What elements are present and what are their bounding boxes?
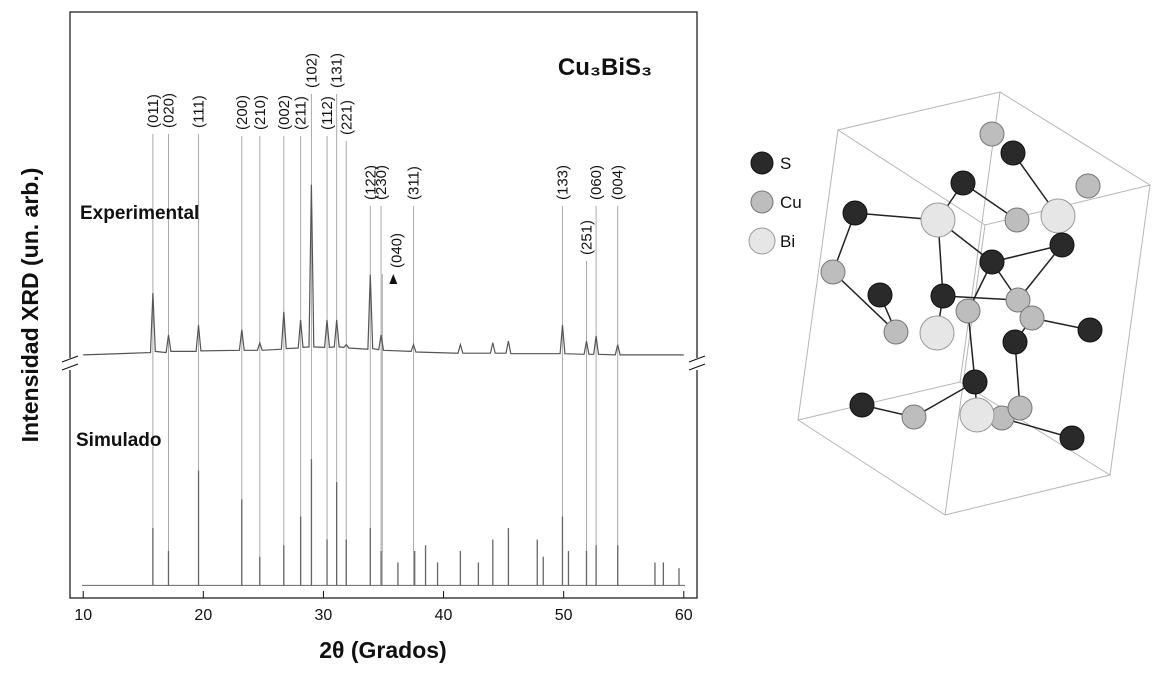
series-label: Simulado <box>76 430 162 451</box>
hkl-label: (004) <box>610 165 627 200</box>
chart-title: Cu₃BiS₃ <box>558 54 652 81</box>
x-tick-label: 40 <box>435 607 453 624</box>
hkl-label: (221) <box>338 100 355 135</box>
hkl-label: (133) <box>554 165 571 200</box>
structure-legend: S Cu Bi <box>749 152 802 254</box>
arrow <box>389 274 397 284</box>
x-tick-label: 60 <box>675 607 693 624</box>
x-tick-label: 10 <box>74 607 92 624</box>
hkl-label: (011) <box>145 94 162 128</box>
x-tick-label: 20 <box>194 607 212 624</box>
hkl-label: (112) <box>319 96 336 130</box>
legend-label: S <box>780 154 791 173</box>
hkl-label: (200) <box>234 95 251 130</box>
hkl-label: (210) <box>252 95 269 130</box>
hkl-label: (251) <box>578 220 595 255</box>
hkl-label: (020) <box>160 93 177 128</box>
x-axis-label: 2θ (Grados) <box>319 637 446 663</box>
legend-label: Cu <box>780 193 802 212</box>
figure: Cu₃BiS₃ 2θ (Grados) Intensidad XRD (un. … <box>0 0 1157 668</box>
hkl-label: (040) <box>388 233 405 268</box>
hkl-label: (211) <box>293 96 310 130</box>
hkl-label: (131) <box>329 53 346 88</box>
hkl-label: (230) <box>373 165 390 200</box>
hkl-label: (311) <box>406 166 423 200</box>
axis-break <box>62 356 705 370</box>
series-label: Experimental <box>80 203 199 224</box>
hkl-label: (060) <box>588 165 605 200</box>
x-tick-label: 50 <box>555 607 573 624</box>
y-axis-label: Intensidad XRD (un. arb.) <box>17 168 43 443</box>
crystal-structure <box>798 92 1150 515</box>
hkl-label: (111) <box>191 95 208 128</box>
hkl-label: (102) <box>303 53 320 88</box>
x-tick-label: 30 <box>315 607 333 624</box>
hkl-label: (002) <box>276 95 293 130</box>
legend-label: Bi <box>780 232 795 251</box>
